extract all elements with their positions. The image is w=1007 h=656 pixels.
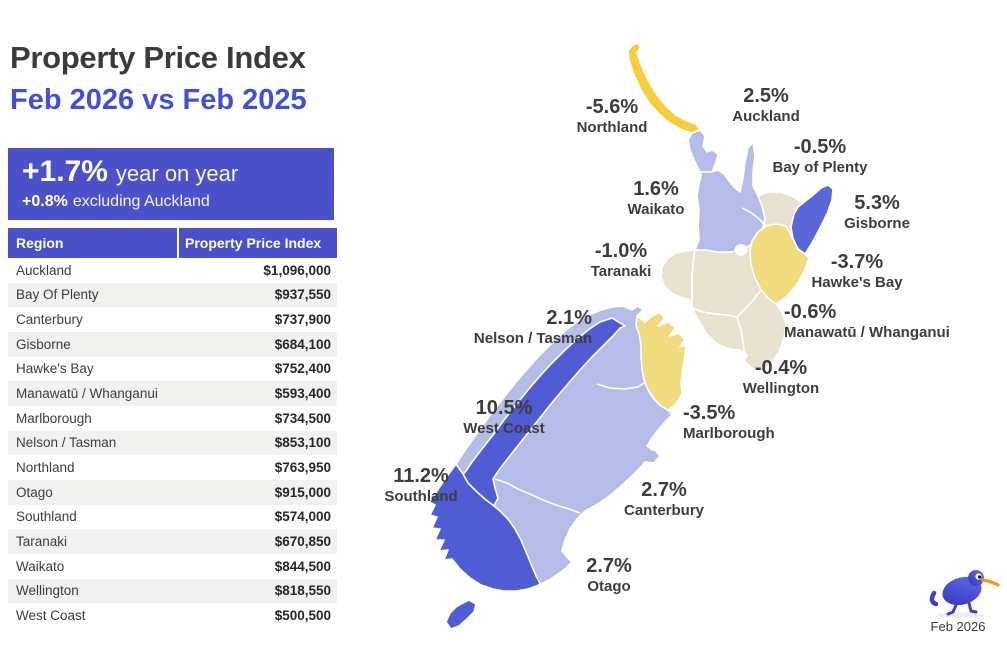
table-cell-region: Otago xyxy=(16,484,53,500)
map-region-marlborough[interactable] xyxy=(635,311,687,411)
map-border-canterbury-otago xyxy=(494,478,581,514)
table-row[interactable]: West Coast $500,500 xyxy=(8,603,337,628)
table-row[interactable]: Hawke's Bay $752,400 xyxy=(8,357,337,382)
table-cell-value: $734,500 xyxy=(274,410,331,426)
table-cell-region: Southland xyxy=(16,509,77,525)
map-border-wairarapa xyxy=(736,289,762,318)
table-cell-region: Hawke's Bay xyxy=(16,361,94,377)
table-cell-region: Auckland xyxy=(16,262,72,278)
table-cell-region: Northland xyxy=(16,460,75,476)
summary-secondary-label: excluding Auckland xyxy=(72,193,210,210)
summary-main-value: +1.7% xyxy=(22,155,108,188)
table-cell-value: $853,100 xyxy=(274,435,331,451)
table-row[interactable]: Bay Of Plenty $937,550 xyxy=(8,282,337,308)
table-cell-region: Wellington xyxy=(16,583,79,599)
table-row[interactable]: Canterbury $737,900 xyxy=(8,307,337,332)
map-region-auckland[interactable] xyxy=(687,129,719,173)
summary-card: +1.7% year on year +0.8% excluding Aucklan… xyxy=(8,148,334,220)
summary-secondary-value: +0.8% xyxy=(22,193,68,210)
page-title: Property Price Index xyxy=(10,40,306,75)
summary-line-secondary: +0.8% excluding Auckland xyxy=(22,193,210,211)
table-row[interactable]: Wellington $818,550 xyxy=(8,578,337,604)
table-row[interactable]: Manawatū / Whanganui $593,400 xyxy=(8,381,337,406)
table-cell-value: $752,400 xyxy=(274,361,331,377)
table-cell-region: Taranaki xyxy=(16,534,68,550)
table-cell-value: $844,500 xyxy=(274,558,331,574)
table-cell-region: Manawatū / Whanganui xyxy=(16,386,158,402)
table-row[interactable]: Gisborne $684,100 xyxy=(8,331,337,357)
map-region-gisborne[interactable] xyxy=(790,184,834,255)
map-border-taranaki xyxy=(691,249,696,308)
table-cell-value: $937,550 xyxy=(274,287,331,303)
column-header-price-index: Property Price Index xyxy=(179,228,337,258)
table-row[interactable]: Northland $763,950 xyxy=(8,455,337,480)
report-date-label: Feb 2026 xyxy=(930,619,986,634)
table-row[interactable]: Taranaki $670,850 xyxy=(8,529,337,554)
table-cell-region: Canterbury xyxy=(16,312,83,328)
column-header-region: Region xyxy=(8,228,177,258)
summary-main-label: year on year xyxy=(115,161,239,186)
table-header: Region Property Price Index xyxy=(8,228,337,258)
table-row[interactable]: Otago $915,000 xyxy=(8,479,337,505)
table-cell-value: $915,000 xyxy=(274,484,331,500)
map-region-southland[interactable] xyxy=(428,463,541,592)
table-cell-value: $763,950 xyxy=(274,460,331,476)
map-border-wellington-east xyxy=(736,316,748,356)
new-zealand-choropleth-map xyxy=(428,42,834,630)
map-region-northland[interactable] xyxy=(627,42,701,134)
table-cell-value: $1,096,000 xyxy=(263,262,331,278)
table-row[interactable]: Waikato $844,500 xyxy=(8,554,337,579)
map-lake-taupo xyxy=(734,244,748,256)
table-row[interactable]: Marlborough $734,500 xyxy=(8,406,337,431)
table-row[interactable]: Nelson / Tasman $853,100 xyxy=(8,430,337,456)
table-cell-region: Marlborough xyxy=(16,410,92,426)
map-region-waikato[interactable] xyxy=(694,141,766,253)
map-region-stewart-island[interactable] xyxy=(445,599,477,630)
table-cell-value: $818,550 xyxy=(274,583,331,599)
table-cell-value: $500,500 xyxy=(274,608,331,624)
map-region-hawkes-bay[interactable] xyxy=(749,223,810,305)
table-body: Auckland $1,096,000 Bay Of Plenty $937,5… xyxy=(8,258,337,628)
region-price-table: Region Property Price Index Auckland $1,… xyxy=(8,228,337,628)
table-row[interactable]: Southland $574,000 xyxy=(8,505,337,530)
summary-line-primary: +1.7% year on year xyxy=(22,155,238,189)
table-cell-region: West Coast xyxy=(16,608,86,624)
table-cell-value: $737,900 xyxy=(274,312,331,328)
table-cell-value: $670,850 xyxy=(274,534,331,550)
table-cell-region: Bay Of Plenty xyxy=(16,287,99,303)
kiwi-bird-icon xyxy=(929,570,1000,618)
table-row[interactable]: Auckland $1,096,000 xyxy=(8,258,337,283)
map-border-bay-of-plenty xyxy=(741,207,767,227)
page-subtitle: Feb 2026 vs Feb 2025 xyxy=(10,84,307,116)
table-cell-region: Nelson / Tasman xyxy=(16,435,117,451)
table-cell-value: $574,000 xyxy=(274,509,331,525)
table-cell-region: Waikato xyxy=(16,558,65,574)
map-border-tasman-canterbury xyxy=(596,382,645,390)
table-cell-value: $684,100 xyxy=(274,336,331,352)
table-cell-region: Gisborne xyxy=(16,336,71,352)
table-cell-value: $593,400 xyxy=(274,386,331,402)
map-border-wellington-north xyxy=(691,307,738,318)
